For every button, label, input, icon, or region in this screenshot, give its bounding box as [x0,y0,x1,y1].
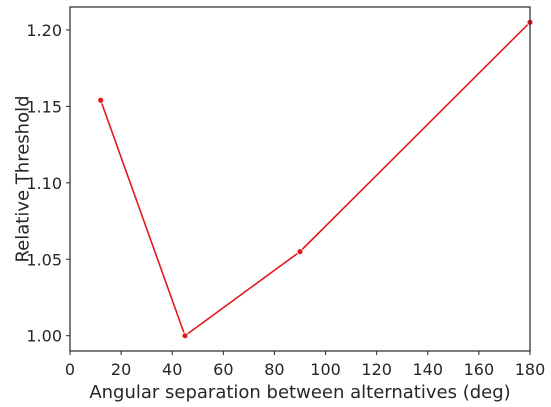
plot-frame [69,6,531,352]
x-axis-ticks: 0 20 40 60 80 100 120 140 160 180 [65,351,545,379]
data-point [296,248,304,256]
x-axis-title: Angular separation between alternatives … [89,382,510,403]
data-point [181,332,189,340]
y-axis-title: Relative Threshold [12,95,33,262]
y-tick-label: 1.00 [26,327,62,346]
y-tick-label: 1.20 [26,21,62,40]
x-tick-label: 80 [264,360,284,379]
x-tick-label: 160 [464,360,495,379]
x-tick-label: 120 [361,360,392,379]
x-tick-label: 60 [213,360,233,379]
y-axis-ticks: 1.00 1.05 1.10 1.15 1.20 [26,21,70,346]
x-tick-label: 180 [515,360,546,379]
series-layer [97,18,534,340]
y-tick-label: 1.15 [26,97,62,116]
x-tick-label: 40 [162,360,182,379]
y-tick-label: 1.10 [26,174,62,193]
series-line [99,21,531,337]
y-tick-label: 1.05 [26,250,62,269]
x-tick-label: 140 [413,360,444,379]
x-tick-label: 20 [111,360,131,379]
x-tick-label: 100 [310,360,341,379]
data-point [97,96,105,104]
x-tick-label: 0 [65,360,75,379]
